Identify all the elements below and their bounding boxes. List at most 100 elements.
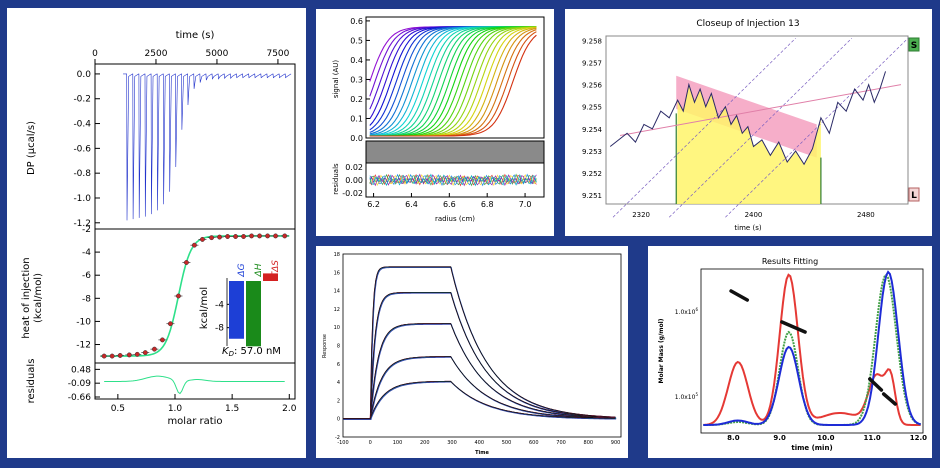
response-tick-label: 2 — [337, 398, 340, 404]
sec-time-tick-label: 9.0 — [773, 434, 786, 442]
guide-line — [612, 37, 796, 218]
heat-tick-label: -10 — [76, 317, 91, 327]
sedimentation-profile — [369, 26, 537, 135]
sedimentation-profile — [369, 34, 537, 137]
sedimentation-profile — [369, 26, 537, 137]
l-marker-label: L — [911, 191, 917, 201]
sedimentation-profile — [369, 26, 537, 137]
response-tick-label: 4 — [337, 380, 340, 386]
closeup-ytick-label: 9.257 — [582, 60, 602, 68]
spr-sensorgram — [343, 323, 616, 420]
spr-time-tick-label: 900 — [611, 440, 621, 446]
sec-time-label: time (min) — [791, 444, 832, 452]
closeup-xtick-label: 2480 — [857, 211, 875, 219]
sedimentation-profile — [369, 26, 537, 136]
spr-sensorgram — [343, 267, 617, 420]
signal-tick-label: 0.3 — [350, 75, 363, 84]
auc-residual-tick-label: 0.00 — [345, 176, 363, 185]
heat-axis-label: heat of injection — [21, 257, 32, 338]
heat-axis-unit: (kcal/mol) — [33, 273, 44, 323]
spr-sensorgram — [343, 380, 616, 420]
spr-fit-curve — [343, 292, 616, 420]
response-tick-label: 10 — [334, 325, 340, 331]
closeup-ytick-label: 9.252 — [582, 170, 602, 178]
residual-noise-band — [365, 140, 545, 164]
molar-mass-axis-label: Molar Mass (g/mol) — [658, 318, 665, 383]
auc-residual-tick-label: 0.02 — [345, 163, 363, 172]
response-tick-label: 0 — [337, 417, 340, 423]
closeup-ytick-label: 9.256 — [582, 82, 603, 90]
spr-time-tick-label: 500 — [502, 440, 512, 446]
spr-fit-curve — [343, 266, 616, 420]
sedimentation-profile — [369, 26, 537, 137]
closeup-ytick-label: 9.258 — [582, 37, 602, 45]
inset-bar — [246, 281, 261, 347]
signal-plot-frame — [365, 16, 545, 139]
residual-tick-label: -0.66 — [68, 393, 92, 403]
dp-tick-label: -0.2 — [73, 95, 91, 105]
signal-trace — [609, 71, 887, 166]
heat-point — [159, 337, 165, 343]
heat-point — [257, 233, 263, 239]
sedimentation-profile — [369, 27, 537, 137]
heat-point — [142, 350, 148, 356]
kd-text: KD: 57.0 nM — [222, 346, 281, 358]
heat-point — [134, 351, 140, 357]
heat-point — [265, 233, 271, 239]
radius-tick-label: 6.2 — [367, 200, 380, 209]
residual-axis-label: residuals — [26, 359, 37, 404]
heat-point — [101, 353, 107, 359]
signal-tick-label: 0.1 — [350, 114, 363, 123]
l-marker[interactable] — [908, 187, 920, 202]
closeup-title: Closeup of Injection 13 — [696, 19, 799, 29]
inset-bar-label: ΔH — [254, 263, 264, 277]
response-axis-label: Response — [322, 334, 328, 358]
heat-point — [175, 293, 181, 299]
auc-residual-trace — [369, 173, 537, 187]
ratio-tick-label: 0.5 — [111, 404, 125, 414]
sedimentation-profile — [369, 26, 537, 137]
dp-tick-label: -0.6 — [73, 144, 91, 154]
sedimentation-profile — [369, 26, 537, 137]
spr-time-tick-label: -100 — [337, 440, 348, 446]
spr-time-label: Time — [475, 450, 489, 456]
spr-sensorgram — [343, 292, 616, 420]
sedimentation-profile — [369, 26, 537, 137]
spr-time-tick-label: 400 — [475, 440, 485, 446]
sedimentation-profile — [369, 26, 537, 137]
dp-axis-label: DP (µcal/s) — [26, 121, 37, 175]
molar-mass-tick-label: 1.0x106 — [675, 307, 699, 316]
guide-line — [668, 37, 853, 218]
sec-trace — [703, 273, 921, 426]
heat-point — [191, 242, 197, 248]
heat-point — [209, 235, 215, 241]
molar-mass-segment — [729, 289, 749, 302]
spr-time-tick-label: 100 — [393, 440, 403, 446]
response-tick-label: 12 — [334, 307, 340, 313]
auc-residual-trace — [369, 173, 537, 187]
dp-tick-label: -1.0 — [73, 194, 91, 204]
heat-point — [151, 346, 157, 352]
closeup-ytick-label: 9.251 — [582, 192, 602, 200]
time-tick-label: 7500 — [266, 49, 289, 59]
spr-time-tick-label: 200 — [420, 440, 430, 446]
inset-bar — [263, 273, 278, 281]
heat-point — [273, 233, 279, 239]
dp-tick-label: -1.2 — [73, 219, 91, 229]
sedimentation-profile — [369, 26, 537, 126]
sedimentation-profile — [369, 27, 537, 137]
heat-tick-label: -6 — [82, 271, 91, 281]
closeup-ytick-label: 9.253 — [582, 148, 602, 156]
heat-tick-label: -2 — [82, 225, 91, 235]
spr-time-tick-label: 700 — [556, 440, 566, 446]
closeup-ytick-label: 9.255 — [582, 104, 602, 112]
closeup-xtick-label: 2400 — [745, 211, 763, 219]
signal-tick-label: 0.0 — [350, 134, 363, 143]
response-tick-label: 6 — [337, 362, 340, 368]
heat-plot-frame — [94, 228, 296, 364]
ratio-tick-label: 1.0 — [168, 404, 183, 414]
residual-plot-frame — [365, 162, 545, 198]
sec-time-tick-label: 10.0 — [817, 434, 834, 442]
s-marker[interactable] — [908, 37, 920, 52]
inset-tick-label: -4 — [215, 300, 224, 310]
